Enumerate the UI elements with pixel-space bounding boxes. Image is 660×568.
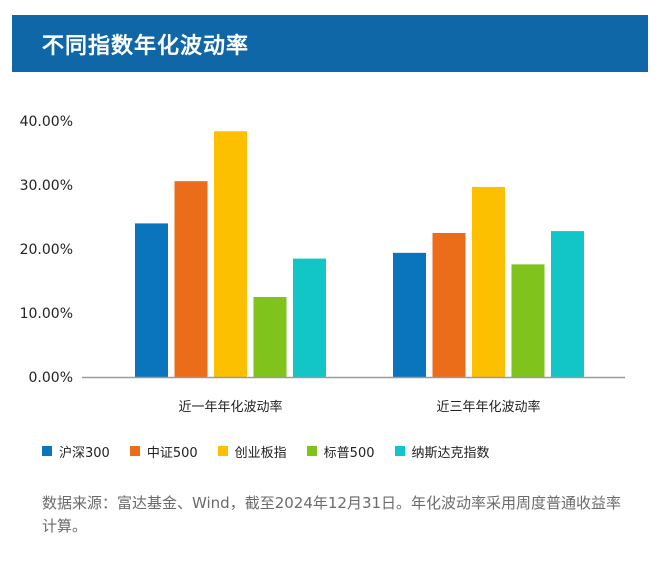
bar bbox=[511, 264, 545, 377]
legend-label: 沪深300 bbox=[59, 445, 110, 461]
legend-item: 沪深300 bbox=[42, 442, 110, 461]
bar bbox=[214, 131, 247, 377]
y-tick-label: 30.00% bbox=[20, 178, 73, 194]
y-tick-label: 40.00% bbox=[20, 114, 73, 130]
x-category-label: 近一年年化波动率 bbox=[178, 399, 282, 415]
legend-label: 创业板指 bbox=[234, 445, 287, 461]
legend: 沪深300 中证500 创业板指 标普500 纳斯达克指数 bbox=[42, 441, 510, 461]
chart-title: 不同指数年化波动率 bbox=[42, 34, 250, 59]
source-note: 数据来源：富达基金、Wind，截至2024年12月31日。年化波动率采用周度普通… bbox=[42, 494, 622, 535]
legend-label: 标普500 bbox=[323, 445, 375, 461]
legend-item: 标普500 bbox=[306, 442, 375, 461]
bar bbox=[293, 258, 326, 377]
legend-swatch bbox=[129, 446, 140, 456]
bar bbox=[472, 186, 505, 377]
legend-item: 中证500 bbox=[129, 442, 198, 461]
bar bbox=[174, 181, 208, 377]
bar bbox=[253, 297, 287, 377]
legend-swatch bbox=[394, 446, 405, 456]
bar bbox=[432, 233, 466, 377]
y-tick-label: 0.00% bbox=[29, 370, 73, 386]
bar bbox=[551, 231, 584, 377]
y-tick-label: 20.00% bbox=[20, 242, 73, 258]
legend-label: 中证500 bbox=[146, 445, 198, 461]
legend-item: 创业板指 bbox=[217, 442, 287, 461]
legend-item: 纳斯达克指数 bbox=[394, 442, 490, 461]
legend-label: 纳斯达克指数 bbox=[411, 445, 490, 461]
legend-swatch bbox=[42, 446, 52, 456]
bar bbox=[135, 223, 168, 377]
title-banner: 不同指数年化波动率 bbox=[12, 15, 648, 72]
bar bbox=[393, 252, 426, 377]
x-category-label: 近三年年化波动率 bbox=[436, 399, 540, 415]
legend-swatch bbox=[306, 446, 317, 456]
y-tick-label: 10.00% bbox=[20, 306, 73, 322]
bar-chart: 0.00% 10.00% 20.00% 30.00% 40.00% 近一年年化波动率 近三年… bbox=[20, 114, 625, 415]
legend-swatch bbox=[217, 446, 228, 456]
